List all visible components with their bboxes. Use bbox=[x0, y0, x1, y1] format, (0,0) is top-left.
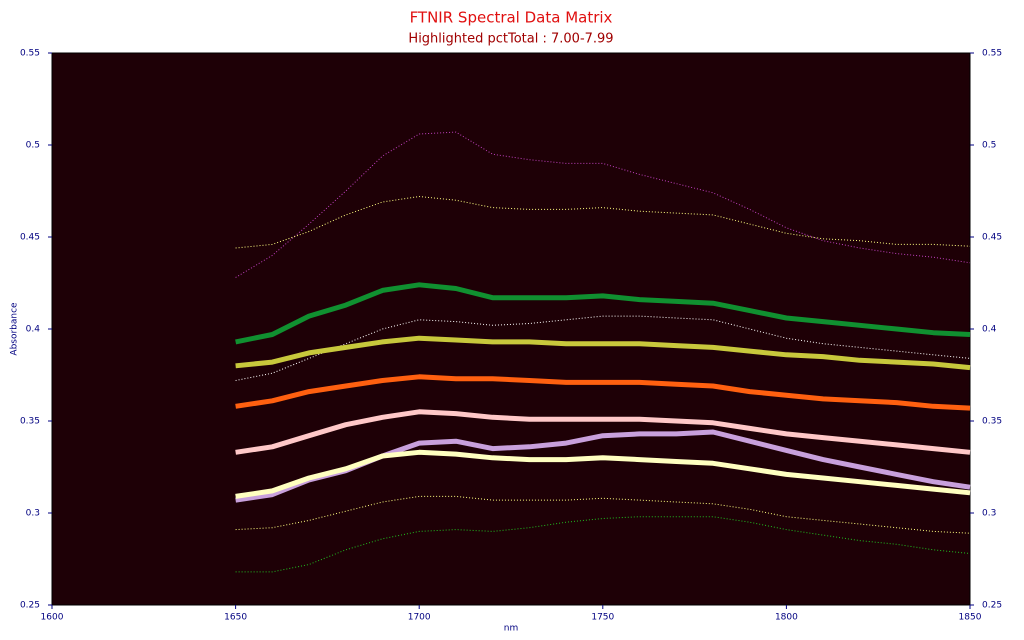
highlighted-spectrum bbox=[235, 282, 971, 345]
y2-tick-label: 0.4 bbox=[982, 325, 997, 335]
x-tick-label: 1600 bbox=[41, 613, 64, 623]
y2-tick-label: 0.35 bbox=[982, 417, 1002, 427]
y2-tick-label: 0.5 bbox=[982, 141, 996, 151]
x-axis-label: nm bbox=[504, 624, 518, 634]
highlighted-spectrum bbox=[235, 449, 971, 499]
y-tick-label: 0.3 bbox=[26, 509, 40, 519]
y-tick-label: 0.45 bbox=[20, 233, 40, 243]
y-tick-label: 0.35 bbox=[20, 417, 40, 427]
chart-subtitle: Highlighted pctTotal : 7.00-7.99 bbox=[408, 32, 613, 47]
highlighted-spectrum bbox=[235, 374, 971, 411]
background-spectrum bbox=[235, 196, 971, 249]
background-spectrum bbox=[235, 516, 971, 573]
x-tick-label: 1800 bbox=[775, 613, 798, 623]
y-tick-label: 0.25 bbox=[20, 601, 40, 611]
y2-tick-label: 0.3 bbox=[982, 509, 996, 519]
x-tick-label: 1750 bbox=[591, 613, 614, 623]
x-tick-label: 1650 bbox=[224, 613, 247, 623]
y2-tick-label: 0.45 bbox=[982, 233, 1002, 243]
plot-area bbox=[51, 52, 971, 606]
y2-tick-label: 0.55 bbox=[982, 49, 1002, 59]
y2-tick-label: 0.25 bbox=[982, 601, 1002, 611]
x-tick-label: 1850 bbox=[959, 613, 982, 623]
y-tick-label: 0.5 bbox=[26, 141, 40, 151]
y-tick-label: 0.55 bbox=[20, 49, 40, 59]
chart-title: FTNIR Spectral Data Matrix bbox=[410, 9, 613, 27]
y-tick-label: 0.4 bbox=[26, 325, 41, 335]
y-axis-label: Absorbance bbox=[10, 302, 20, 356]
highlighted-spectrum bbox=[235, 335, 971, 371]
x-tick-label: 1700 bbox=[408, 613, 431, 623]
background-spectrum bbox=[235, 315, 971, 381]
highlighted-spectrum bbox=[235, 409, 971, 455]
